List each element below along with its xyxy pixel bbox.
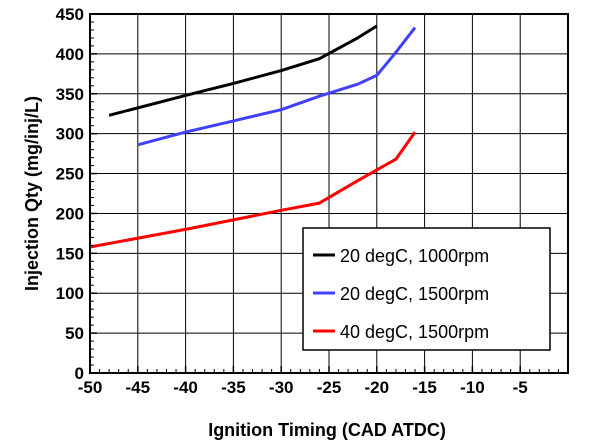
x-tick-label: -45 [126,378,151,397]
y-tick-label: 400 [56,45,84,64]
y-tick-label: 250 [56,165,84,184]
y-tick-label: 350 [56,85,84,104]
x-tick-label: -15 [412,378,437,397]
series-line-2 [137,26,417,147]
y-tick-label: 50 [65,324,84,343]
x-tick-label: -50 [78,378,103,397]
y-tick-label: 0 [75,364,84,383]
legend-label-3: 40 degC, 1500rpm [340,322,489,342]
series-lines [89,24,417,249]
x-tick-label: -35 [221,378,246,397]
x-tick-label: -10 [460,378,485,397]
legend-label-1: 20 degC, 1000rpm [340,246,489,266]
x-tick-label: -5 [513,378,528,397]
y-tick-label: 450 [56,5,84,24]
axis-ticks: -50 -45 -40 -35 -30 -25 -20 -15 -10 -505010015020… [56,5,559,397]
y-tick-label: 300 [56,125,84,144]
legend: 20 degC, 1000rpm 20 degC, 1500rpm 40 degC,… [302,227,551,351]
series-line-3 [89,131,417,249]
legend-box [302,227,551,351]
y-tick-label: 100 [56,284,84,303]
x-axis-title: Ignition Timing (CAD ATDC) [208,420,446,440]
legend-label-2: 20 degC, 1500rpm [340,284,489,304]
series-line-1 [108,24,378,117]
x-tick-label: -25 [317,378,342,397]
y-tick-label: 150 [56,244,84,263]
x-tick-label: -40 [173,378,198,397]
x-tick-label: -30 [269,378,294,397]
y-tick-label: 200 [56,204,84,223]
y-axis-title: Injection Qty (mg/inj/L) [22,96,42,291]
x-tick-label: -20 [365,378,390,397]
